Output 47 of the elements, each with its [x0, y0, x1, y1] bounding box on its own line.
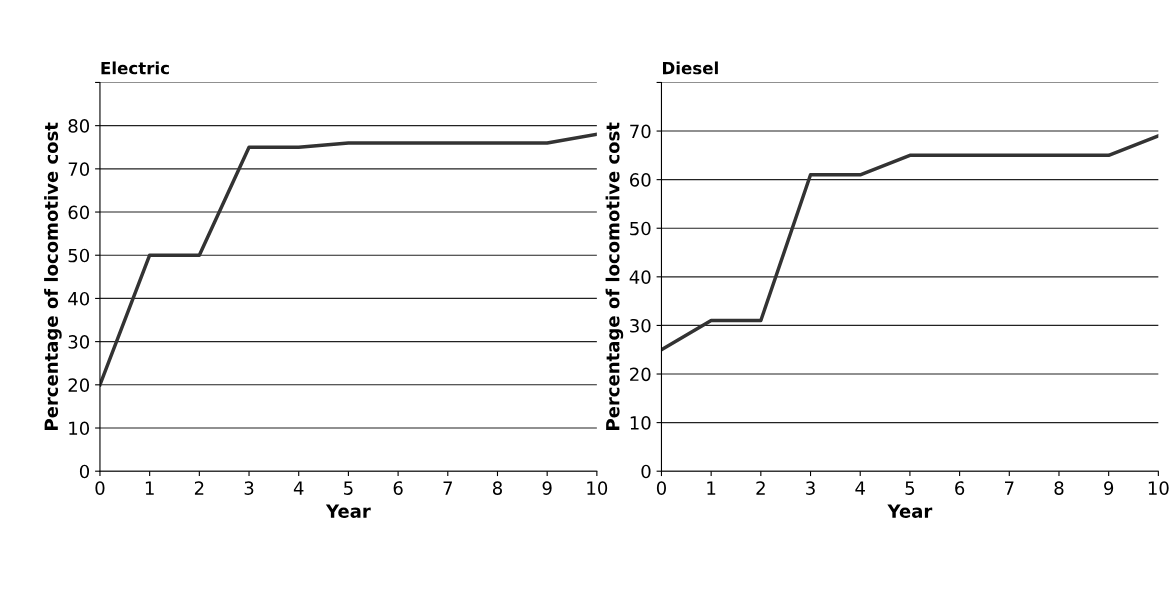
chart-title: Diesel — [662, 61, 718, 75]
x-tick-label: 1 — [707, 481, 716, 495]
y-tick-label: 70 — [630, 124, 651, 139]
y-tick-label: 10 — [630, 416, 651, 430]
x-tick-label: 5 — [344, 481, 353, 495]
x-tick-label: 3 — [244, 481, 254, 495]
line-series — [99, 132, 597, 387]
x-tick-label: 5 — [905, 481, 915, 495]
y-tick-label: 50 — [68, 248, 90, 263]
y-tick-label: 50 — [630, 221, 651, 236]
y-tick-label: 10 — [69, 421, 90, 436]
y-tick-label: 60 — [630, 173, 651, 187]
x-tick-label: 6 — [393, 481, 403, 495]
x-tick-label: 7 — [443, 481, 452, 495]
y-tick-label: 70 — [68, 162, 90, 176]
x-tick-label: 0 — [95, 481, 105, 495]
x-tick-label: 1 — [145, 481, 154, 495]
x-tick-label: 3 — [806, 481, 815, 495]
y-axis-title: Percentage of locomotive cost — [605, 122, 624, 430]
x-tick-label: 9 — [542, 481, 552, 495]
y-tick-label: 20 — [68, 378, 90, 392]
y-tick-label: 20 — [630, 367, 651, 382]
x-tick-label: 2 — [194, 481, 204, 495]
y-tick-label: 30 — [68, 335, 90, 349]
x-tick-label: 0 — [656, 481, 666, 495]
x-tick-label: 4 — [293, 481, 304, 495]
x-tick-label: 10 — [587, 481, 608, 495]
line-series — [661, 134, 1159, 352]
x-tick-label: 7 — [1005, 481, 1014, 495]
y-tick-label: 40 — [629, 270, 651, 284]
y-tick-label: 0 — [641, 464, 651, 479]
x-axis-title: Year — [887, 504, 933, 518]
x-tick-label: 6 — [955, 481, 965, 495]
y-tick-label: 60 — [68, 205, 90, 220]
y-tick-label: 80 — [68, 119, 90, 133]
x-tick-label: 2 — [756, 481, 765, 495]
chart-title: Electric — [101, 61, 169, 75]
y-tick-label: 0 — [79, 464, 90, 479]
x-tick-label: 8 — [492, 481, 502, 495]
y-tick-label: 30 — [630, 318, 651, 333]
x-tick-label: 10 — [1148, 481, 1169, 495]
x-tick-label: 4 — [855, 481, 865, 495]
y-tick-label: 40 — [68, 291, 90, 306]
y-axis-title: Percentage of locomotive cost — [44, 122, 62, 430]
x-axis-title: Year — [325, 504, 371, 518]
x-tick-label: 9 — [1104, 481, 1114, 495]
x-tick-label: 8 — [1054, 481, 1064, 495]
